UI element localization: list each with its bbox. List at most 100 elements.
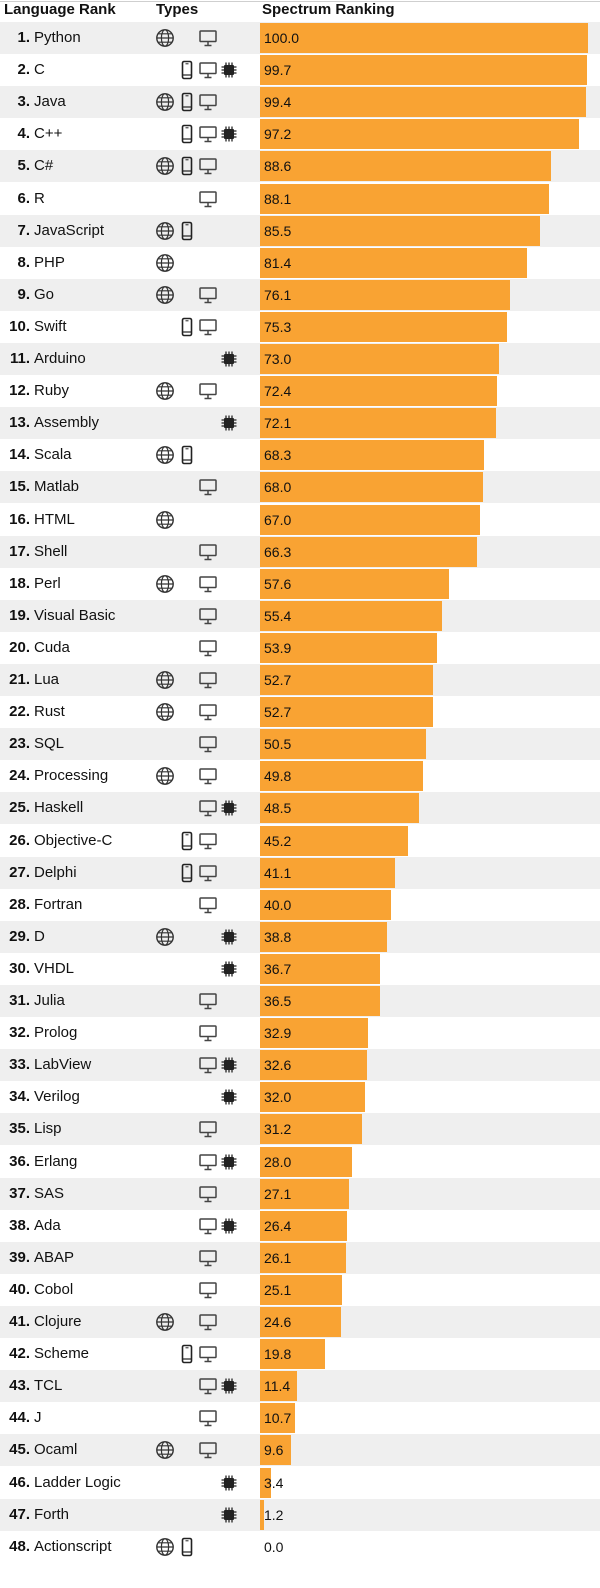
table-row: 9. Go 76.1: [0, 278, 600, 311]
language-name: Java: [34, 93, 66, 111]
bar-track: 66.3: [260, 536, 590, 567]
language-rank: 14.: [9, 446, 30, 464]
spectrum-bar: [260, 889, 392, 920]
language-rank: 12.: [9, 382, 30, 400]
bar-track: 41.1: [260, 857, 590, 888]
spectrum-bar: [260, 632, 437, 663]
spectrum-bar: [260, 600, 442, 631]
bar-track: 24.6: [260, 1307, 590, 1337]
globe-icon: [156, 1441, 174, 1460]
desktop-icon: [199, 126, 217, 143]
language-rank: 26.: [9, 831, 30, 849]
table-row: 27. Delphi 41.1: [0, 856, 600, 889]
language-name: Scala: [34, 446, 72, 464]
bar-track: 32.9: [260, 1018, 590, 1049]
table-row: 2. C 99.7: [0, 54, 600, 86]
language-rank: 45.: [9, 1441, 30, 1459]
table-row: 6. R 88.1: [0, 183, 600, 215]
table-row: 25. Haskell 48.5: [0, 792, 600, 825]
spectrum-bar: [260, 1050, 367, 1081]
language-name: SQL: [34, 735, 65, 753]
language-name: D: [34, 927, 45, 945]
table-row: 23. SQL 50.5: [0, 728, 600, 761]
spectrum-value: 67.0: [264, 511, 292, 528]
table-row: 46. Ladder Logic 3.4: [0, 1467, 600, 1499]
language-rank: 22.: [9, 703, 30, 721]
header-divider: [0, 1, 600, 2]
bar-track: 55.4: [260, 600, 590, 631]
globe-icon: [156, 157, 174, 176]
spectrum-value: 9.6: [264, 1442, 284, 1459]
language-rank: 47.: [9, 1505, 30, 1523]
spectrum-bar: [260, 376, 498, 407]
bar-track: 100.0: [260, 23, 590, 53]
language-name: Perl: [34, 574, 61, 592]
language-name: J: [34, 1409, 42, 1427]
bar-track: 68.0: [260, 472, 590, 503]
bar-track: 1.2: [260, 1499, 590, 1530]
language-rank: 3.: [17, 93, 30, 111]
language-name: Cobol: [34, 1280, 74, 1298]
mobile-icon: [181, 92, 193, 112]
language-name: Rust: [34, 703, 65, 721]
chip-icon: [221, 800, 237, 816]
table-row: 14. Scala 68.3: [0, 439, 600, 471]
spectrum-value: 85.5: [264, 222, 292, 239]
desktop-icon: [199, 383, 217, 400]
language-name: Ruby: [34, 382, 70, 400]
table-row: 28. Fortran 40.0: [0, 889, 600, 921]
bar-track: 85.5: [260, 215, 590, 246]
spectrum-bar: [260, 793, 420, 824]
bar-track: 68.3: [260, 440, 590, 471]
bar-track: 36.7: [260, 953, 590, 984]
language-name: Fortran: [34, 895, 83, 913]
bar-track: 38.8: [260, 921, 590, 952]
globe-icon: [156, 446, 174, 465]
chip-icon: [221, 1378, 237, 1394]
spectrum-value: 10.7: [264, 1410, 292, 1427]
table-row: 31. Julia 36.5: [0, 985, 600, 1017]
desktop-icon: [199, 575, 217, 592]
spectrum-bar: [260, 921, 388, 952]
header-spectrum-ranking: Spectrum Ranking: [262, 1, 395, 18]
language-name: Erlang: [34, 1152, 78, 1170]
spectrum-bar: [260, 857, 395, 888]
desktop-icon: [199, 1185, 217, 1202]
bar-track: 32.6: [260, 1050, 590, 1081]
language-rank: 25.: [9, 799, 30, 817]
bar-track: 72.4: [260, 376, 590, 407]
desktop-icon: [199, 1025, 217, 1042]
language-rank: 20.: [9, 638, 30, 656]
language-rank: 32.: [9, 1024, 30, 1042]
bar-track: 28.0: [260, 1146, 590, 1177]
spectrum-value: 52.7: [264, 704, 292, 721]
language-rank: 2.: [17, 61, 30, 79]
desktop-icon: [199, 768, 217, 785]
desktop-icon: [199, 1378, 217, 1395]
bar-track: 9.6: [260, 1435, 590, 1466]
table-row: 3. Java 99.4: [0, 86, 600, 119]
spectrum-value: 53.9: [264, 639, 292, 656]
language-rank: 23.: [9, 735, 30, 753]
language-name: Assembly: [34, 414, 100, 432]
language-name: Shell: [34, 542, 68, 560]
desktop-icon: [199, 800, 217, 817]
bar-track: 19.8: [260, 1339, 590, 1370]
bar-track: 67.0: [260, 504, 590, 535]
language-rank: 37.: [9, 1184, 30, 1202]
language-rank: 5.: [17, 157, 30, 175]
bar-track: 48.5: [260, 793, 590, 824]
bar-track: 49.8: [260, 761, 590, 792]
chip-icon: [221, 1089, 237, 1105]
table-row: 10. Swift 75.3: [0, 311, 600, 343]
bar-track: 81.4: [260, 247, 590, 278]
language-name: HTML: [34, 510, 75, 528]
language-rank: 43.: [9, 1377, 30, 1395]
globe-icon: [156, 221, 174, 240]
spectrum-value: 19.8: [264, 1346, 292, 1363]
language-name: C#: [34, 157, 54, 175]
spectrum-bar: [260, 697, 433, 728]
spectrum-bar: [260, 1435, 292, 1466]
language-rank: 18.: [9, 574, 30, 592]
bar-track: 99.4: [260, 87, 590, 118]
